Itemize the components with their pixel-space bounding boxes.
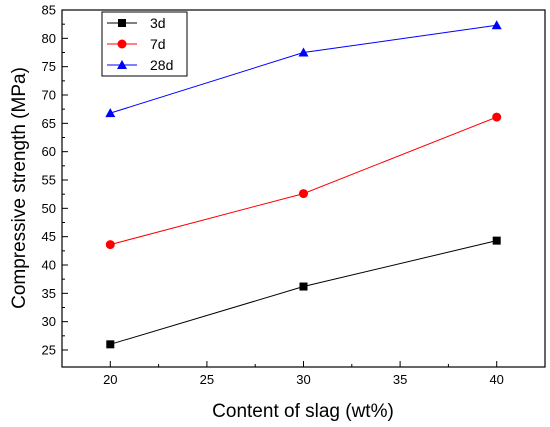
- y-tick-label: 40: [42, 258, 56, 273]
- y-axis-title: Compressive strength (MPa): [9, 67, 30, 309]
- legend-marker-28d: [117, 60, 127, 69]
- y-tick-label: 30: [42, 314, 56, 329]
- y-tick-label: 50: [42, 201, 56, 216]
- legend-label-7d: 7d: [150, 36, 166, 52]
- legend-marker-3d: [118, 19, 126, 27]
- data-point-28d: [491, 20, 502, 30]
- y-tick-label: 80: [42, 31, 56, 46]
- data-point-3d: [106, 340, 115, 349]
- legend-label-28d: 28d: [150, 57, 173, 73]
- x-tick-label: 20: [103, 372, 117, 387]
- y-tick-label: 25: [42, 343, 56, 358]
- axis-ticks: 20 25 30 35 40 25 30 35 40 45 50 55 60 65 70 75 80 85: [42, 3, 504, 388]
- series-group: [105, 20, 502, 349]
- y-tick-label: 85: [42, 3, 56, 18]
- data-point-7d: [299, 189, 308, 199]
- y-tick-label: 70: [42, 88, 56, 103]
- x-tick-label: 35: [393, 372, 407, 387]
- x-axis-title: Content of slag (wt%): [212, 401, 394, 422]
- y-tick-label: 65: [42, 116, 56, 131]
- x-tick-label: 30: [296, 372, 310, 387]
- legend-label-3d: 3d: [150, 15, 166, 31]
- y-tick-label: 75: [42, 59, 56, 74]
- data-point-3d: [299, 282, 308, 291]
- data-point-28d: [298, 47, 309, 57]
- y-tick-label: 35: [42, 286, 56, 301]
- y-tick-label: 55: [42, 173, 56, 188]
- y-tick-label: 45: [42, 229, 56, 244]
- data-point-7d: [492, 112, 502, 122]
- legend-marker-7d: [117, 39, 127, 49]
- data-point-28d: [105, 108, 116, 118]
- y-tick-label: 60: [42, 144, 56, 159]
- data-point-3d: [492, 236, 501, 245]
- x-tick-label: 25: [200, 372, 214, 387]
- series-line-3d: [110, 240, 497, 345]
- data-point-7d: [105, 240, 115, 250]
- series-line-7d: [110, 116, 497, 246]
- x-tick-label: 40: [489, 372, 503, 387]
- legend: 3d 7d 28d: [101, 11, 188, 77]
